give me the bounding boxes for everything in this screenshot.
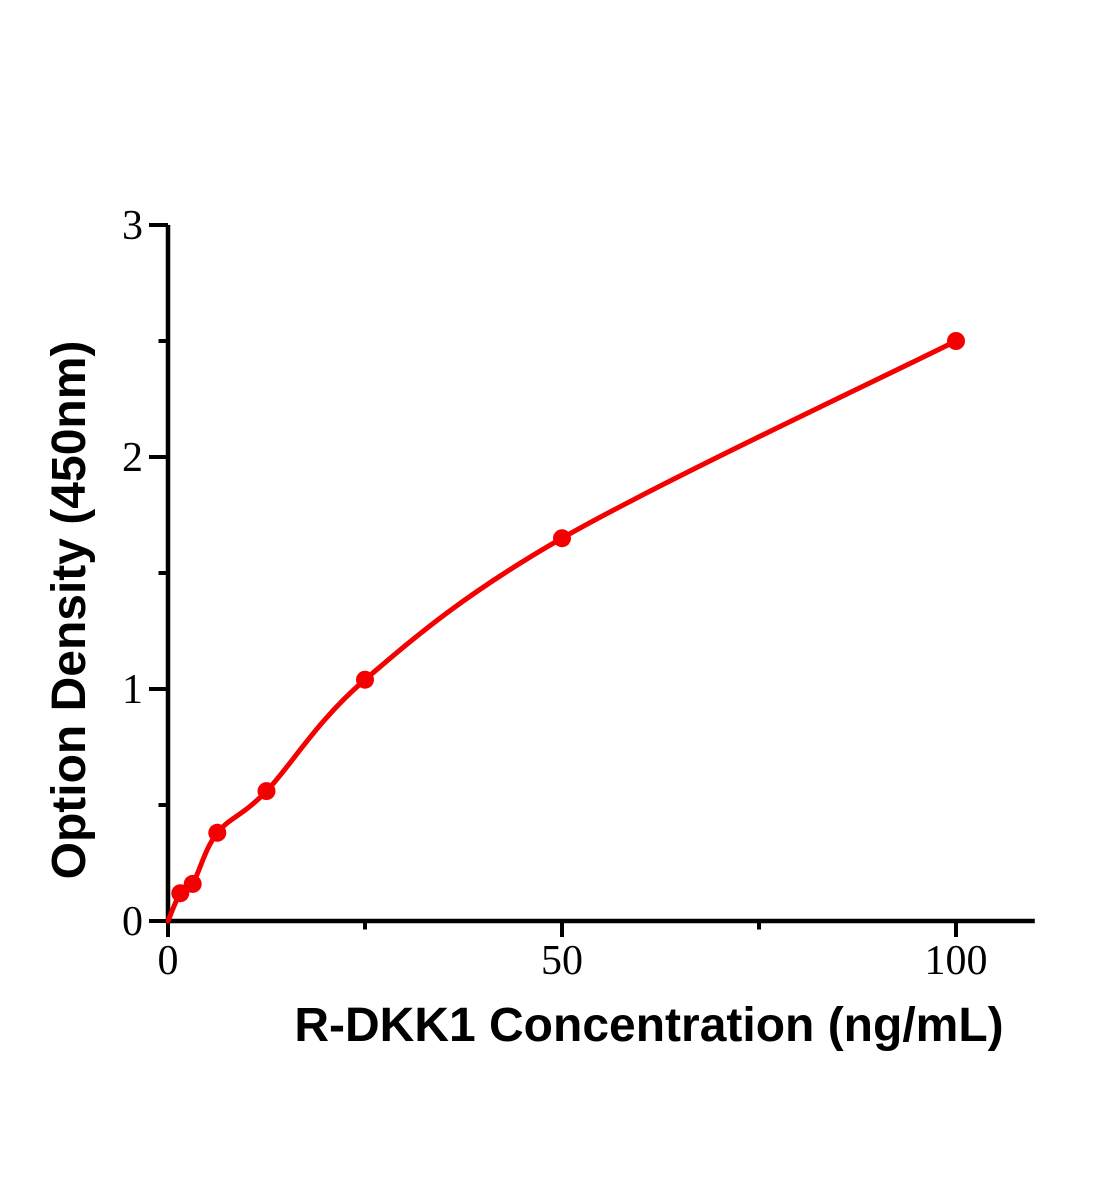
axes — [165, 225, 1035, 924]
y-axis-title: Option Density (450nm) — [43, 341, 96, 880]
standard-curve-line — [165, 338, 959, 924]
y-tick-label: 2 — [122, 435, 143, 481]
x-tick-label: 50 — [541, 938, 583, 984]
y-tick-label: 1 — [122, 667, 143, 713]
y-tick-label: 0 — [122, 899, 143, 945]
plot-area — [165, 332, 965, 924]
axis-ticks — [149, 223, 958, 937]
tick-labels: 0 1 2 3 0 50 100 — [122, 203, 988, 984]
data-point — [356, 670, 374, 689]
data-point — [257, 782, 276, 801]
data-point — [171, 884, 190, 903]
x-tick-label: 0 — [158, 938, 179, 984]
data-point — [183, 874, 202, 893]
x-tick-label: 100 — [925, 938, 988, 984]
data-point — [553, 529, 571, 548]
x-axis-title: R-DKK1 Concentration (ng/mL) — [294, 999, 1003, 1052]
data-point — [208, 823, 227, 842]
y-tick-label: 3 — [122, 203, 143, 249]
data-point — [947, 332, 965, 350]
axis-lines — [165, 225, 1035, 924]
